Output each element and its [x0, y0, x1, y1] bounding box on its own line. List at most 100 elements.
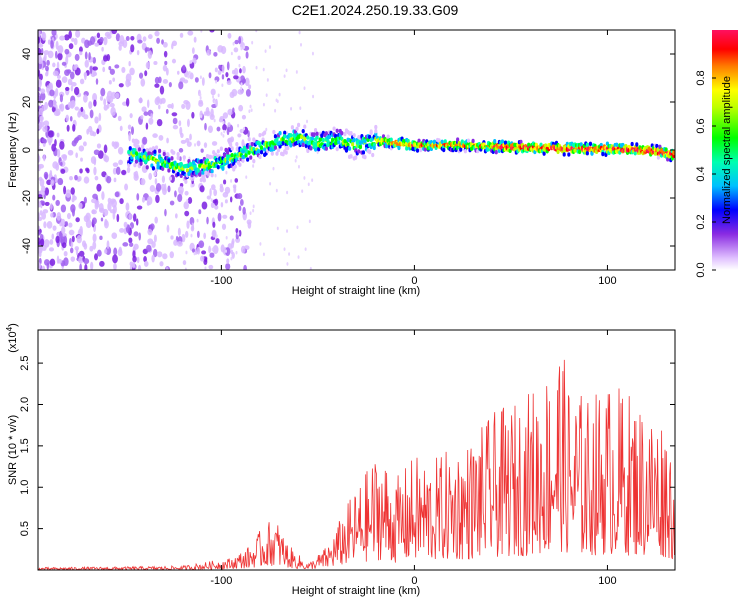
- spectrogram-cell: [225, 263, 231, 270]
- spectrogram-cell: [74, 53, 80, 61]
- spectrogram-cell: [306, 135, 310, 140]
- spectrogram-cell: [221, 64, 225, 74]
- spectrogram-y-tick-label: -20: [21, 190, 33, 206]
- spectrogram-cell: [133, 173, 139, 181]
- spectrogram-cell: [335, 128, 339, 133]
- spectrogram-cell: [240, 46, 243, 51]
- spectrogram-cell: [55, 235, 60, 244]
- spectrogram-cell: [57, 177, 64, 186]
- spectrogram-cell: [368, 149, 372, 154]
- spectrogram-cell: [219, 146, 223, 151]
- spectrogram-cell: [130, 126, 134, 135]
- spectrogram-cell: [244, 77, 250, 87]
- spectrogram-cell: [252, 208, 255, 213]
- spectrogram-cell: [100, 217, 104, 222]
- spectrogram-cell: [39, 92, 46, 101]
- spectrogram-cell: [171, 43, 174, 50]
- spectrogram-cell: [71, 140, 77, 147]
- spectrogram-cell: [152, 133, 158, 138]
- spectrogram-cell: [235, 237, 241, 243]
- spectrogram-cell: [176, 70, 180, 75]
- colorbar-tick-label: 0.4: [695, 166, 707, 181]
- spectrogram-cell: [106, 240, 110, 250]
- spectrogram-cell: [74, 86, 80, 96]
- spectrogram-cell: [227, 32, 232, 39]
- spectrogram-cell: [51, 106, 56, 113]
- spectrogram-cell: [64, 48, 70, 55]
- spectrogram-cell: [215, 238, 220, 244]
- spectrogram-cell: [158, 104, 161, 110]
- spectrogram-cell: [456, 137, 460, 142]
- spectrogram-cell: [50, 212, 54, 218]
- spectrogram-cell: [220, 201, 224, 208]
- spectrogram-cell: [38, 86, 41, 92]
- spectrogram-cell: [442, 147, 446, 153]
- spectrogram-cell: [212, 95, 215, 99]
- spectrogram-cell: [284, 150, 288, 155]
- spectrogram-cell: [78, 202, 83, 209]
- spectrogram-cell: [109, 209, 116, 214]
- spectrogram-cell: [255, 30, 258, 33]
- spectrogram-cell: [162, 79, 169, 84]
- spectrogram-cell: [52, 62, 56, 68]
- spectrogram-cell: [94, 253, 99, 261]
- spectrogram-cell: [79, 78, 85, 85]
- spectrogram-cell: [363, 138, 367, 144]
- spectrogram-cell: [374, 124, 378, 130]
- spectrogram-cell: [162, 64, 168, 72]
- spectrogram-cell: [180, 132, 184, 139]
- spectrogram-cell: [243, 126, 246, 131]
- spectrogram-cell: [590, 151, 594, 156]
- spectrogram-cell: [198, 172, 202, 177]
- spectrogram-y-tick-label: -40: [21, 238, 33, 254]
- spectrogram-cell: [227, 108, 233, 116]
- spectrogram-cell: [92, 241, 97, 250]
- spectrogram-cell: [226, 80, 232, 86]
- spectrogram-cell: [181, 103, 186, 109]
- spectrogram-cell: [443, 139, 447, 144]
- snr-frame: [37, 329, 676, 571]
- spectrogram-cell: [238, 229, 242, 237]
- spectrogram-cell: [190, 233, 193, 238]
- spectrogram-cell: [117, 248, 123, 257]
- spectrogram-cell: [283, 130, 287, 135]
- spectrogram-cell: [224, 199, 228, 204]
- spectrogram-cell: [519, 139, 523, 145]
- spectrogram-cell: [372, 145, 376, 151]
- spectrogram-cell: [239, 199, 244, 206]
- spectrogram-cell: [96, 249, 102, 257]
- spectrogram-cell: [358, 144, 362, 150]
- spectrogram-cell: [204, 122, 207, 131]
- spectrogram-cell: [108, 65, 112, 71]
- spectrogram-cell: [103, 98, 107, 106]
- spectrogram-cell: [220, 46, 227, 55]
- spectrogram-cell: [307, 140, 312, 145]
- spectrogram-cell: [199, 177, 203, 183]
- spectrogram-cell: [141, 196, 146, 203]
- spectrogram-cell: [214, 198, 219, 206]
- spectrogram-cell: [225, 170, 228, 175]
- spectrogram-cell: [263, 147, 267, 152]
- spectrogram-cell: [112, 162, 119, 168]
- spectrogram-cell: [330, 137, 335, 142]
- spectrogram-cell: [189, 60, 192, 64]
- spectrogram-cell: [179, 156, 182, 162]
- spectrogram-cell: [579, 142, 583, 147]
- spectrogram-cell: [122, 242, 129, 247]
- spectrogram-cell: [225, 160, 230, 165]
- spectrogram-cell: [159, 85, 165, 95]
- spectrogram-cell: [146, 99, 150, 108]
- spectrogram-cell: [38, 79, 42, 88]
- spectrogram-cell: [83, 215, 90, 223]
- spectrogram-cell: [165, 108, 169, 114]
- spectrogram-cell: [242, 206, 246, 215]
- spectrogram-cell: [222, 112, 229, 119]
- spectrogram-cell: [71, 99, 76, 108]
- spectrogram-cell: [191, 248, 196, 253]
- spectrogram-cell: [52, 70, 59, 77]
- spectrogram-cell: [196, 246, 201, 255]
- spectrogram-cell: [268, 45, 271, 49]
- spectrogram-cell: [210, 198, 213, 202]
- spectrogram-cell: [349, 131, 353, 136]
- spectrogram-cell: [45, 71, 49, 77]
